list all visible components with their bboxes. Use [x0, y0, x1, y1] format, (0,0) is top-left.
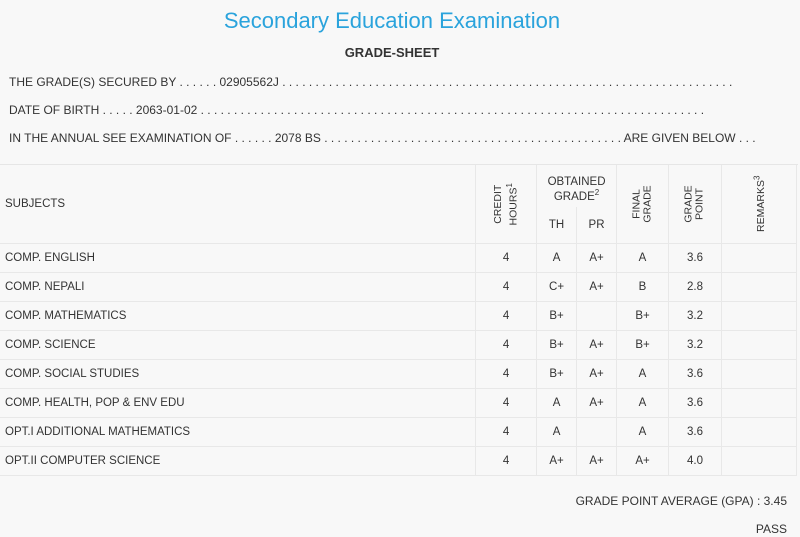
th-header: TH	[536, 207, 577, 244]
remarks-header: REMARKS3	[720, 165, 798, 244]
table-row: COMP. MATHEMATICS 4 B+ B+ 3.2	[0, 301, 798, 331]
remarks-cell	[720, 446, 798, 476]
grade-sheet-heading: GRADE-SHEET	[344, 45, 440, 60]
subject-cell: COMP. NEPALI	[0, 272, 476, 302]
th-cell: B+	[536, 359, 577, 389]
grade-point-cell: 4.0	[668, 446, 722, 476]
grade-point-cell: 3.2	[668, 301, 722, 331]
final-grade-cell: A	[616, 388, 669, 418]
table-row: COMP. SOCIAL STUDIES 4 B+ A+ A 3.6	[0, 359, 798, 389]
pr-cell: A+	[576, 272, 617, 302]
grade-point-header: GRADE POINT	[668, 165, 722, 244]
subject-cell: COMP. SOCIAL STUDIES	[0, 359, 476, 389]
remarks-cell	[720, 301, 798, 331]
th-cell: B+	[536, 330, 577, 360]
subject-cell: OPT.I ADDITIONAL MATHEMATICS	[0, 417, 476, 447]
grade-point-cell: 3.6	[668, 243, 722, 273]
th-cell: A	[536, 417, 577, 447]
credit-cell: 4	[475, 243, 537, 273]
pr-cell	[576, 417, 617, 447]
final-grade-header: FINAL GRADE	[616, 165, 669, 244]
grade-point-cell: 3.2	[668, 330, 722, 360]
credit-cell: 4	[475, 417, 537, 447]
subject-cell: COMP. SCIENCE	[0, 330, 476, 360]
credit-cell: 4	[475, 446, 537, 476]
remarks-cell	[720, 388, 798, 418]
gpa-summary: GRADE POINT AVERAGE (GPA) : 3.45	[575, 494, 787, 508]
final-grade-cell: A	[616, 359, 669, 389]
final-grade-cell: A	[616, 243, 669, 273]
result-status: PASS	[755, 522, 787, 536]
pr-cell: A+	[576, 243, 617, 273]
pr-cell: A+	[576, 359, 617, 389]
final-grade-cell: A	[616, 417, 669, 447]
subject-cell: COMP. ENGLISH	[0, 243, 476, 273]
th-cell: C+	[536, 272, 577, 302]
th-cell: A+	[536, 446, 577, 476]
pr-header: PR	[576, 207, 617, 244]
table-row: COMP. ENGLISH 4 A A+ A 3.6	[0, 243, 798, 273]
grade-point-cell: 3.6	[668, 417, 722, 447]
pr-cell: A+	[576, 446, 617, 476]
remarks-cell	[720, 243, 798, 273]
grade-point-cell: 3.6	[668, 388, 722, 418]
th-cell: A	[536, 388, 577, 418]
final-grade-cell: B+	[616, 301, 669, 331]
page-title: Secondary Education Examination	[223, 8, 561, 33]
table-row: OPT.I ADDITIONAL MATHEMATICS 4 A A 3.6	[0, 417, 798, 447]
subject-cell: OPT.II COMPUTER SCIENCE	[0, 446, 476, 476]
subjects-header: SUBJECTS	[0, 165, 476, 244]
table-row: COMP. HEALTH, POP & ENV EDU 4 A A+ A 3.6	[0, 388, 798, 418]
th-cell: B+	[536, 301, 577, 331]
pr-cell: A+	[576, 330, 617, 360]
grades-table: SUBJECTS CREDIT HOURS1 OBTAINED GRADE2 FIN…	[0, 165, 798, 476]
grade-point-cell: 3.6	[668, 359, 722, 389]
credit-cell: 4	[475, 330, 537, 360]
table-header-row: SUBJECTS CREDIT HOURS1 OBTAINED GRADE2 FIN…	[0, 165, 798, 244]
final-grade-cell: B+	[616, 330, 669, 360]
date-of-birth-line: DATE OF BIRTH . . . . . 2063-01-02 . . .…	[9, 103, 705, 117]
grade-point-cell: 2.8	[668, 272, 722, 302]
secured-by-line: THE GRADE(S) SECURED BY . . . . . . 0290…	[9, 75, 733, 89]
final-grade-cell: B	[616, 272, 669, 302]
pr-cell	[576, 301, 617, 331]
table-row: COMP. NEPALI 4 C+ A+ B 2.8	[0, 272, 798, 302]
pr-cell: A+	[576, 388, 617, 418]
table-top-rule	[0, 164, 798, 165]
final-grade-cell: A+	[616, 446, 669, 476]
subject-cell: COMP. HEALTH, POP & ENV EDU	[0, 388, 476, 418]
remarks-cell	[720, 417, 798, 447]
credit-hours-header: CREDIT HOURS1	[475, 165, 537, 244]
remarks-cell	[720, 330, 798, 360]
credit-cell: 4	[475, 388, 537, 418]
remarks-cell	[720, 272, 798, 302]
table-row: COMP. SCIENCE 4 B+ A+ B+ 3.2	[0, 330, 798, 360]
credit-cell: 4	[475, 301, 537, 331]
credit-cell: 4	[475, 272, 537, 302]
obtained-grade-header: OBTAINED GRADE2	[536, 165, 617, 207]
examination-line: IN THE ANNUAL SEE EXAMINATION OF . . . .…	[9, 131, 756, 145]
remarks-cell	[720, 359, 798, 389]
th-cell: A	[536, 243, 577, 273]
subject-cell: COMP. MATHEMATICS	[0, 301, 476, 331]
credit-cell: 4	[475, 359, 537, 389]
table-row: OPT.II COMPUTER SCIENCE 4 A+ A+ A+ 4.0	[0, 446, 798, 476]
